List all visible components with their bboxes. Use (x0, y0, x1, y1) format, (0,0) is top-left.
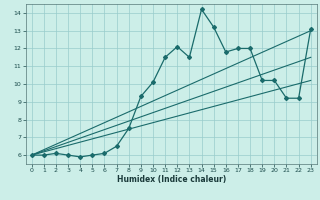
X-axis label: Humidex (Indice chaleur): Humidex (Indice chaleur) (116, 175, 226, 184)
